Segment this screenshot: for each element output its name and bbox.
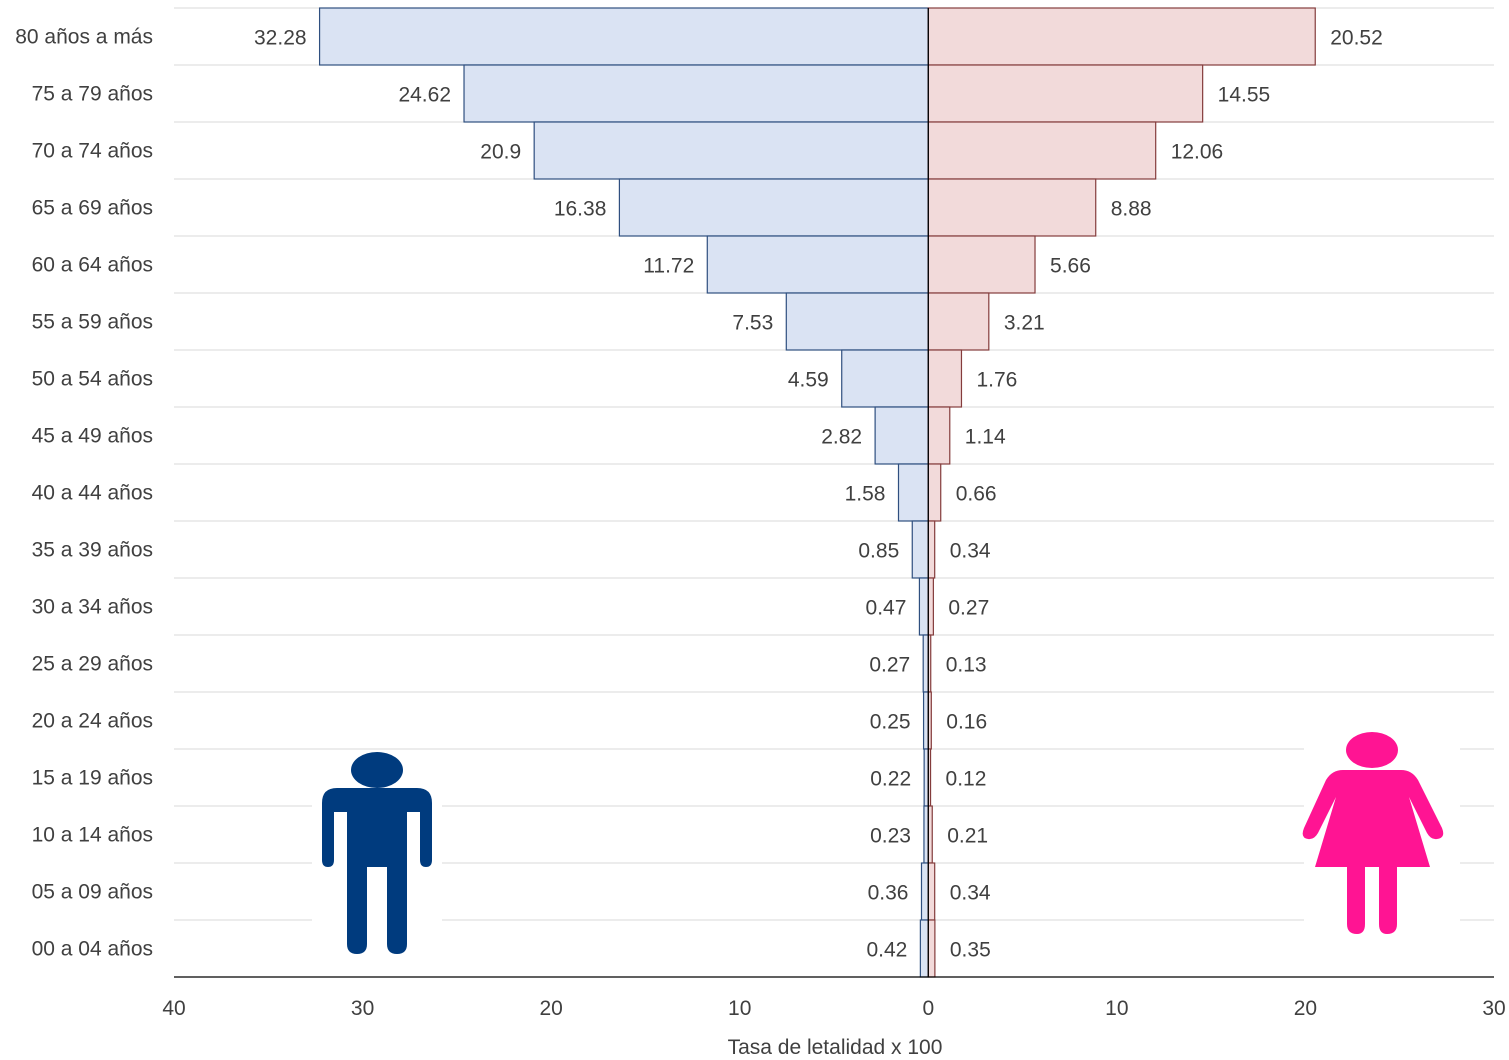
right-bar [927, 349, 963, 408]
left-data-label: 11.72 [643, 255, 694, 278]
left-bar [874, 406, 929, 465]
right-data-label: 8.88 [1111, 198, 1152, 221]
right-bar [927, 919, 936, 978]
left-data-label: 1.58 [845, 483, 886, 506]
male-icon-head [351, 752, 403, 788]
right-data-label: 1.14 [965, 426, 1006, 449]
x-tick-label: 10 [1105, 997, 1128, 1020]
right-data-label: 0.34 [950, 882, 991, 905]
right-bar [927, 121, 1157, 180]
x-tick-label: 20 [1294, 997, 1317, 1020]
female-figure-icon [1302, 727, 1460, 939]
left-data-label: 0.42 [866, 939, 907, 962]
category-label: 10 a 14 años [32, 824, 153, 847]
right-data-label: 0.66 [956, 483, 997, 506]
left-data-label: 0.85 [858, 540, 899, 563]
category-label: 00 a 04 años [32, 938, 153, 961]
left-data-label: 0.47 [866, 597, 907, 620]
category-label: 50 a 54 años [32, 368, 153, 391]
left-bar [922, 634, 929, 693]
category-label: 20 a 24 años [32, 710, 153, 733]
right-data-label: 5.66 [1050, 255, 1091, 278]
x-tick-label: 30 [351, 997, 374, 1020]
right-bar [927, 64, 1204, 123]
right-bar [927, 406, 951, 465]
category-label: 55 a 59 años [32, 311, 153, 334]
left-data-label: 7.53 [732, 312, 773, 335]
right-data-label: 0.12 [946, 768, 987, 791]
right-data-label: 0.27 [948, 597, 989, 620]
category-label: 05 a 09 años [32, 881, 153, 904]
right-bar [927, 235, 1036, 294]
left-bar [911, 520, 929, 579]
left-data-label: 0.22 [870, 768, 911, 791]
female-icon-body [1302, 770, 1444, 934]
left-data-label: 16.38 [554, 198, 607, 221]
right-data-label: 0.13 [946, 654, 987, 677]
left-data-label: 0.27 [869, 654, 910, 677]
left-bar [618, 178, 929, 237]
left-bar [923, 805, 929, 864]
category-label: 45 a 49 años [32, 425, 153, 448]
female-icon-head [1346, 732, 1398, 768]
male-icon-body [322, 788, 432, 954]
category-label: 30 a 34 años [32, 596, 153, 619]
left-bar [463, 64, 929, 123]
right-bar [927, 862, 936, 921]
category-label: 65 a 69 años [32, 197, 153, 220]
left-data-label: 0.25 [870, 711, 911, 734]
x-tick-label: 20 [539, 997, 562, 1020]
right-bar [927, 178, 1097, 237]
left-data-label: 0.23 [870, 825, 911, 848]
left-bar [841, 349, 929, 408]
right-data-label: 0.21 [947, 825, 988, 848]
category-label: 25 a 29 años [32, 653, 153, 676]
x-axis-title: Tasa de letalidad x 100 [728, 1036, 943, 1059]
x-tick-label: 40 [162, 997, 185, 1020]
left-bar [533, 121, 929, 180]
left-bar [897, 463, 929, 522]
left-bar [785, 292, 929, 351]
x-tick-label: 30 [1482, 997, 1505, 1020]
right-bar [927, 463, 942, 522]
left-bar [706, 235, 929, 294]
right-data-label: 12.06 [1171, 141, 1224, 164]
axes: 80 años a más 75 a 79 años 70 a 74 años 65 … [15, 8, 1506, 1020]
right-bar [927, 577, 934, 636]
left-data-label: 2.82 [821, 426, 862, 449]
x-tick-label: 10 [728, 997, 751, 1020]
left-data-label: 0.36 [868, 882, 909, 905]
right-data-label: 3.21 [1004, 312, 1045, 335]
right-data-label: 0.35 [950, 939, 991, 962]
left-bar [920, 862, 929, 921]
left-data-label: 24.62 [398, 84, 451, 107]
category-label: 40 a 44 años [32, 482, 153, 505]
category-label: 60 a 64 años [32, 254, 153, 277]
category-label: 70 a 74 años [32, 140, 153, 163]
left-data-label: 20.9 [480, 141, 521, 164]
right-data-label: 0.16 [946, 711, 987, 734]
category-label: 75 a 79 años [32, 83, 153, 106]
left-data-label: 32.28 [254, 27, 307, 50]
right-bar [927, 520, 936, 579]
category-label: 15 a 19 años [32, 767, 153, 790]
left-data-label: 4.59 [788, 369, 829, 392]
right-bar [927, 292, 990, 351]
right-data-label: 20.52 [1330, 27, 1383, 50]
left-bar [922, 691, 929, 750]
category-label: 35 a 39 años [32, 539, 153, 562]
right-data-label: 14.55 [1218, 84, 1271, 107]
x-tick-label: 0 [922, 997, 934, 1020]
left-bar [918, 577, 929, 636]
right-data-label: 1.76 [976, 369, 1017, 392]
male-figure-icon [312, 752, 442, 970]
left-bar [318, 7, 929, 66]
left-bar [919, 919, 929, 978]
right-bar [927, 7, 1316, 66]
right-data-label: 0.34 [950, 540, 991, 563]
category-label: 80 años a más [15, 26, 153, 49]
